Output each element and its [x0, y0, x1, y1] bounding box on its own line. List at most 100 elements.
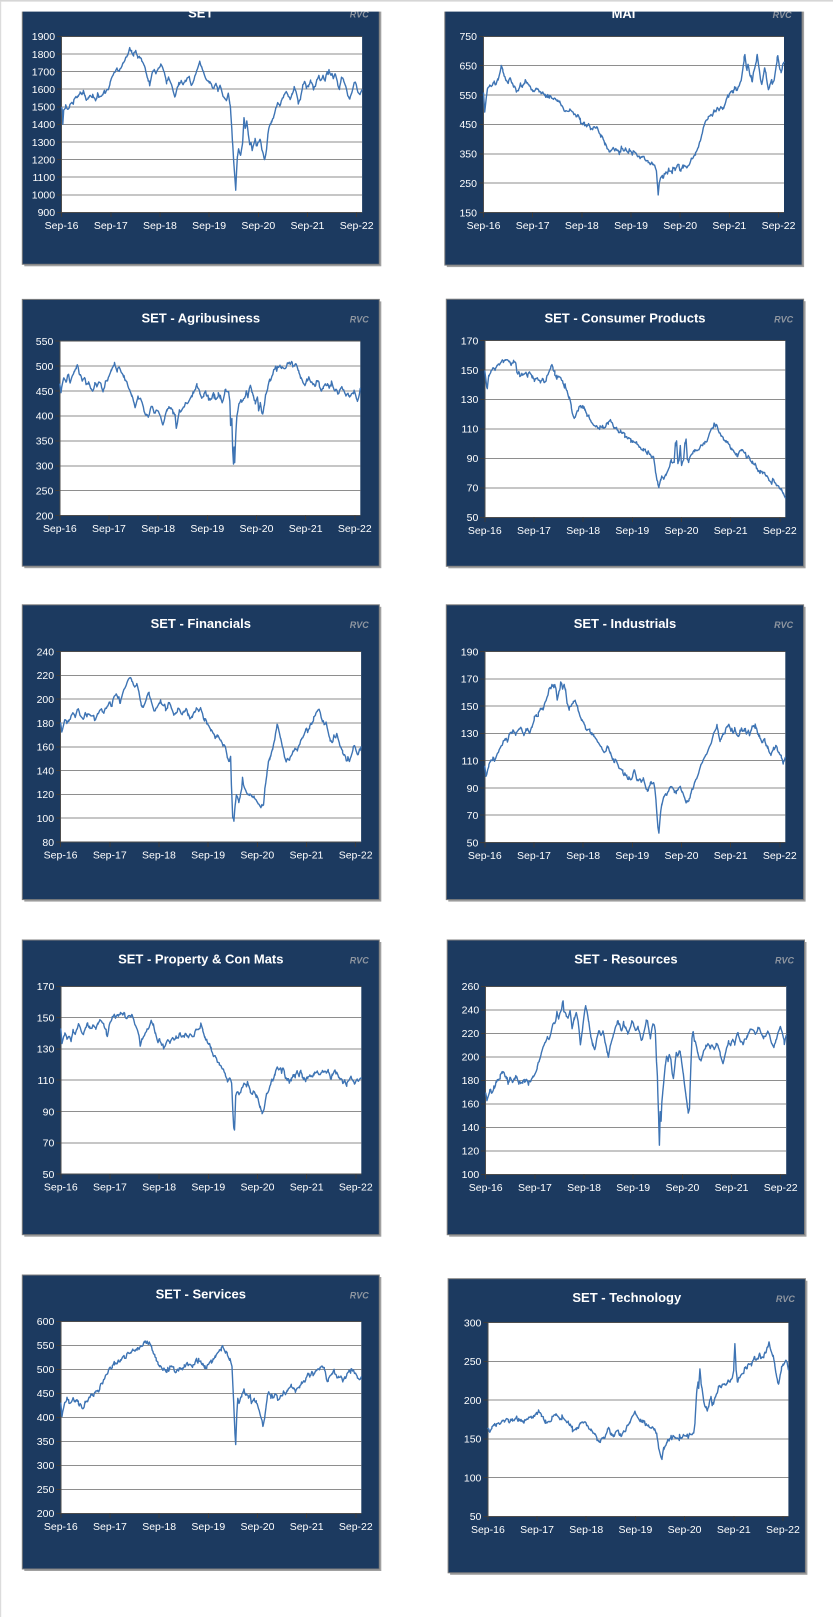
svg-text:Sep-16: Sep-16: [468, 525, 502, 537]
svg-text:240: 240: [462, 1005, 480, 1017]
svg-text:250: 250: [36, 485, 54, 497]
svg-text:Sep-17: Sep-17: [518, 1182, 552, 1194]
svg-text:Sep-17: Sep-17: [93, 1182, 127, 1194]
svg-text:Sep-20: Sep-20: [663, 220, 697, 232]
svg-text:70: 70: [43, 1138, 55, 1150]
svg-text:130: 130: [37, 1044, 55, 1056]
svg-text:300: 300: [464, 1318, 482, 1330]
svg-text:Sep-22: Sep-22: [339, 1521, 373, 1533]
svg-text:Sep-22: Sep-22: [766, 1524, 800, 1536]
svg-text:110: 110: [462, 424, 479, 436]
svg-text:Sep-17: Sep-17: [93, 850, 127, 862]
svg-text:80: 80: [42, 837, 54, 849]
svg-text:RVC: RVC: [776, 1294, 796, 1304]
svg-text:200: 200: [36, 510, 54, 522]
svg-text:Sep-19: Sep-19: [191, 1182, 225, 1194]
svg-text:Sep-19: Sep-19: [615, 525, 649, 537]
svg-text:Sep-21: Sep-21: [712, 220, 746, 232]
svg-text:Sep-21: Sep-21: [714, 850, 748, 862]
svg-text:Sep-22: Sep-22: [340, 220, 374, 232]
svg-text:50: 50: [467, 837, 479, 849]
svg-text:900: 900: [38, 207, 56, 219]
svg-text:Sep-16: Sep-16: [44, 1521, 78, 1533]
svg-text:Sep-21: Sep-21: [717, 1524, 751, 1536]
svg-text:350: 350: [37, 1436, 55, 1448]
svg-text:150: 150: [461, 365, 479, 377]
svg-text:1800: 1800: [32, 49, 56, 61]
svg-text:500: 500: [37, 1364, 55, 1376]
svg-text:SET - Consumer Products: SET - Consumer Products: [544, 311, 705, 326]
svg-text:170: 170: [461, 674, 479, 686]
svg-text:750: 750: [459, 31, 477, 43]
svg-text:Sep-17: Sep-17: [517, 850, 551, 862]
svg-text:50: 50: [467, 512, 479, 524]
svg-text:180: 180: [37, 718, 55, 730]
svg-text:Sep-20: Sep-20: [665, 525, 699, 537]
svg-text:Sep-22: Sep-22: [763, 850, 797, 862]
svg-text:Sep-16: Sep-16: [468, 850, 502, 862]
svg-text:150: 150: [464, 1434, 482, 1446]
svg-text:Sep-18: Sep-18: [569, 1524, 603, 1536]
svg-text:500: 500: [36, 361, 54, 373]
svg-text:550: 550: [36, 336, 54, 348]
svg-text:Sep-21: Sep-21: [290, 850, 324, 862]
svg-text:RVC: RVC: [774, 315, 794, 325]
svg-text:50: 50: [43, 1169, 55, 1181]
svg-text:Sep-18: Sep-18: [567, 1182, 601, 1194]
svg-text:Sep-16: Sep-16: [44, 1182, 78, 1194]
svg-text:RVC: RVC: [350, 9, 370, 19]
svg-text:RVC: RVC: [350, 620, 370, 630]
svg-text:SET - Property & Con Mats: SET - Property & Con Mats: [118, 951, 283, 966]
svg-text:Sep-16: Sep-16: [45, 220, 79, 232]
svg-text:1400: 1400: [32, 119, 56, 131]
svg-text:70: 70: [467, 483, 479, 495]
svg-text:1300: 1300: [32, 137, 56, 149]
svg-text:Sep-18: Sep-18: [143, 220, 177, 232]
svg-text:110: 110: [38, 1075, 55, 1087]
svg-text:Sep-19: Sep-19: [190, 523, 224, 535]
svg-text:200: 200: [37, 694, 55, 706]
svg-text:Sep-20: Sep-20: [668, 1524, 702, 1536]
svg-text:Sep-20: Sep-20: [241, 220, 275, 232]
svg-text:Sep-20: Sep-20: [241, 1521, 275, 1533]
svg-text:Sep-20: Sep-20: [240, 850, 274, 862]
svg-text:220: 220: [462, 1028, 480, 1040]
svg-text:Sep-18: Sep-18: [142, 850, 176, 862]
svg-text:Sep-20: Sep-20: [665, 850, 699, 862]
svg-text:450: 450: [37, 1388, 55, 1400]
svg-text:Sep-18: Sep-18: [565, 220, 599, 232]
svg-text:120: 120: [37, 789, 55, 801]
svg-text:650: 650: [459, 60, 477, 72]
svg-text:1100: 1100: [33, 172, 56, 184]
svg-text:240: 240: [37, 646, 55, 658]
svg-text:550: 550: [459, 90, 477, 102]
svg-text:SET - Resources: SET - Resources: [574, 951, 677, 966]
svg-text:150: 150: [37, 1012, 55, 1024]
svg-text:RVC: RVC: [350, 315, 370, 325]
svg-text:RVC: RVC: [774, 620, 794, 630]
svg-text:200: 200: [464, 1395, 482, 1407]
svg-text:Sep-17: Sep-17: [517, 525, 551, 537]
svg-text:Sep-19: Sep-19: [191, 850, 225, 862]
svg-text:Sep-21: Sep-21: [289, 523, 323, 535]
svg-text:Sep-21: Sep-21: [290, 1182, 324, 1194]
svg-text:Sep-21: Sep-21: [715, 1182, 749, 1194]
svg-text:Sep-22: Sep-22: [764, 1182, 798, 1194]
svg-text:Sep-21: Sep-21: [290, 1521, 324, 1533]
svg-text:SET - Industrials: SET - Industrials: [574, 616, 677, 631]
svg-text:1900: 1900: [32, 31, 56, 43]
svg-text:Sep-18: Sep-18: [566, 525, 600, 537]
svg-text:Sep-18: Sep-18: [141, 523, 175, 535]
svg-text:1700: 1700: [32, 66, 56, 78]
svg-text:190: 190: [461, 646, 479, 658]
svg-text:SET - Technology: SET - Technology: [572, 1290, 682, 1305]
svg-text:300: 300: [37, 1460, 55, 1472]
svg-text:1200: 1200: [32, 154, 56, 166]
svg-text:Sep-19: Sep-19: [615, 850, 649, 862]
svg-text:90: 90: [467, 783, 479, 795]
svg-text:180: 180: [462, 1075, 480, 1087]
svg-text:200: 200: [462, 1052, 480, 1064]
svg-text:200: 200: [37, 1508, 55, 1520]
svg-text:130: 130: [461, 394, 479, 406]
svg-text:Sep-18: Sep-18: [142, 1521, 176, 1533]
